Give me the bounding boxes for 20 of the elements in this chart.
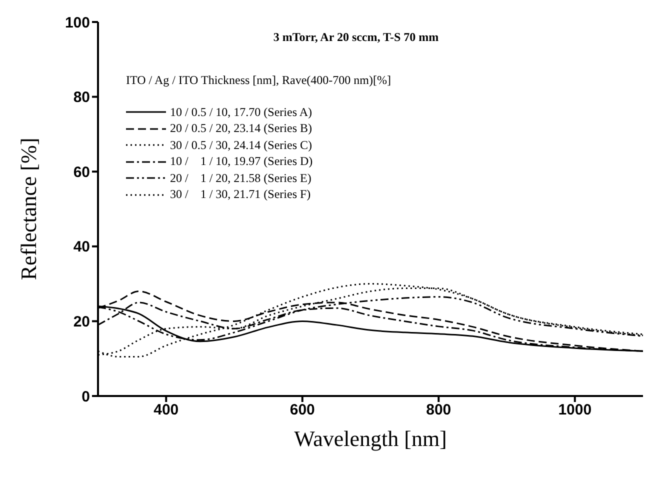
x-axis-title: Wavelength [nm] xyxy=(294,426,447,451)
x-tick-label: 800 xyxy=(426,402,452,419)
text: 3 mTorr, Ar 20 sccm, T-S 70 mm xyxy=(272,30,440,45)
y-tick-label: 60 xyxy=(73,164,90,181)
y-tick-label: 40 xyxy=(73,238,90,256)
x-tick-label: 400 xyxy=(154,402,179,419)
x-tick-label: 1000 xyxy=(558,402,592,419)
legend-title: ITO / Ag / ITO Thickness [nm], Rave(400-700 nm)[%] xyxy=(126,73,392,88)
legend-label: 10 / 1 / 10, 19.97 (Series D) xyxy=(170,154,313,170)
x-tick-label: 600 xyxy=(290,402,315,419)
legend-label: 10 / 0.5 / 10, 17.70 (Series A) xyxy=(170,104,312,120)
legend-label: 20 / 1 / 20, 21.58 (Series E) xyxy=(170,170,312,186)
y-axis-title: Reflectance [%] xyxy=(16,138,41,280)
y-tick-label: 0 xyxy=(82,388,90,406)
y-tick-label: 20 xyxy=(73,314,90,331)
legend-label: 30 / 1 / 30, 21.71 (Series F) xyxy=(170,187,311,202)
y-tick-label: 80 xyxy=(73,89,90,106)
legend-label: 20 / 0.5 / 20, 23.14 (Series B) xyxy=(170,121,312,136)
legend-label: 30 / 0.5 / 30, 24.14 (Series C) xyxy=(170,138,312,153)
y-tick-label: 100 xyxy=(64,14,90,32)
